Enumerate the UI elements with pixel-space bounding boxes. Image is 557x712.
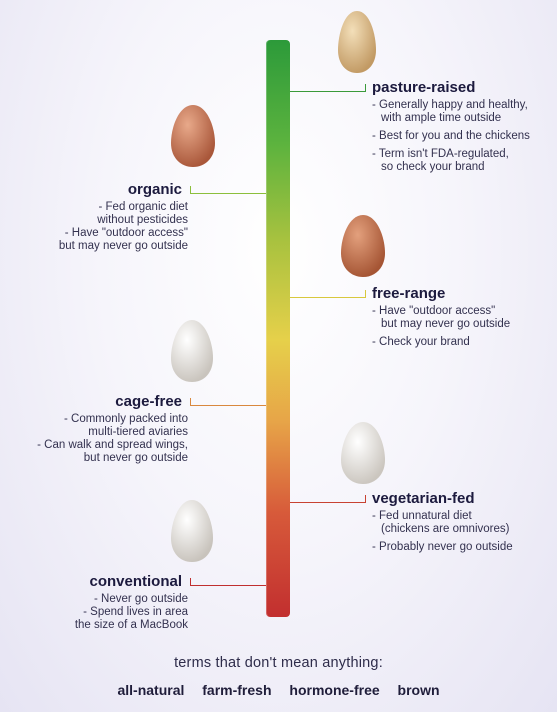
vegetarian-fed-connector xyxy=(290,502,365,503)
conventional-egg-icon xyxy=(170,498,214,564)
conventional-connector xyxy=(190,585,266,586)
organic-description: - Fed organic diet without pesticides - … xyxy=(59,201,188,253)
description-line: - Generally happy and healthy, xyxy=(372,99,528,111)
description-line: - Have "outdoor access" xyxy=(372,305,496,317)
footer-title: terms that don't mean anything: xyxy=(174,655,383,671)
pasture-raised-egg-icon xyxy=(337,9,377,75)
pasture-raised-title: pasture-raised xyxy=(372,79,476,96)
term-item: all-natural xyxy=(117,682,185,698)
free-range-egg-icon xyxy=(340,213,386,279)
description-line: with ample time outside xyxy=(381,112,502,124)
description-line: - Have "outdoor access" xyxy=(64,227,188,239)
description-line: - Fed organic diet xyxy=(98,201,189,213)
meaningless-terms-list: all-natural farm-fresh hormone-free brow… xyxy=(0,682,557,698)
conventional-title: conventional xyxy=(89,573,182,590)
description-line: multi-tiered aviaries xyxy=(88,426,188,438)
pasture-raised-description: - Generally happy and healthy, with ampl… xyxy=(372,99,530,174)
description-line: but may never go outside xyxy=(58,240,188,252)
description-line: without pesticides xyxy=(97,214,188,226)
free-range-connector xyxy=(290,297,365,298)
description-line: so check your brand xyxy=(381,161,485,173)
free-range-description: - Have "outdoor access" but may never go… xyxy=(372,305,510,349)
description-line: but never go outside xyxy=(83,452,188,464)
vegetarian-fed-title: vegetarian-fed xyxy=(372,490,475,507)
description-line: - Probably never go outside xyxy=(372,541,513,553)
description-line: - Can walk and spread wings, xyxy=(37,439,188,451)
description-line: - Commonly packed into xyxy=(64,413,188,425)
pasture-raised-connector-tick xyxy=(365,84,366,92)
organic-connector xyxy=(190,193,266,194)
vegetarian-fed-egg-icon xyxy=(340,420,386,486)
description-line: - Term isn't FDA-regulated, xyxy=(372,148,509,160)
pasture-raised-connector xyxy=(290,91,365,92)
quality-scale-bar xyxy=(266,40,290,617)
free-range-connector-tick xyxy=(365,290,366,298)
description-line: but may never go outside xyxy=(381,318,511,330)
description-line: - Best for you and the chickens xyxy=(372,130,530,142)
description-line: - Spend lives in area xyxy=(83,606,188,618)
organic-connector-tick xyxy=(190,186,191,194)
vegetarian-fed-description: - Fed unnatural diet (chickens are omniv… xyxy=(372,510,513,554)
cage-free-connector xyxy=(190,405,266,406)
conventional-connector-tick xyxy=(190,578,191,586)
organic-title: organic xyxy=(127,181,182,198)
description-line: - Check your brand xyxy=(372,336,470,348)
cage-free-description: - Commonly packed into multi-tiered avia… xyxy=(37,413,188,465)
term-item: brown xyxy=(397,682,440,698)
term-item: hormone-free xyxy=(289,682,380,698)
description-line: the size of a MacBook xyxy=(74,619,188,631)
organic-egg-icon xyxy=(170,103,216,169)
cage-free-connector-tick xyxy=(190,398,191,406)
description-line: - Fed unnatural diet xyxy=(372,510,472,522)
cage-free-title: cage-free xyxy=(115,393,182,410)
free-range-title: free-range xyxy=(372,285,446,302)
description-line: - Never go outside xyxy=(94,593,188,605)
conventional-description: - Never go outside - Spend lives in area… xyxy=(75,593,188,632)
term-item: farm-fresh xyxy=(202,682,272,698)
description-line: (chickens are omnivores) xyxy=(381,523,510,535)
cage-free-egg-icon xyxy=(170,318,214,384)
vegetarian-fed-connector-tick xyxy=(365,495,366,503)
